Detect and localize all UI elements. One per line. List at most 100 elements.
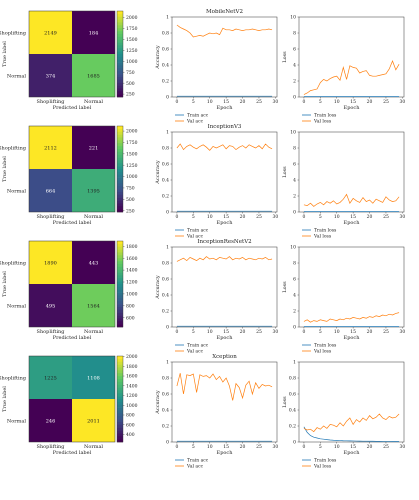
- legend-label: Val acc: [186, 119, 204, 125]
- colorbar-segment: [117, 45, 123, 49]
- legend-label: Train acc: [187, 343, 209, 349]
- colorbar-tick-label: 1200: [126, 280, 138, 286]
- colorbar-segment: [117, 76, 123, 81]
- colorbar-segment: [117, 82, 123, 86]
- colorbar-segment: [117, 88, 123, 92]
- colorbar-segment: [117, 140, 123, 144]
- cm-cell: [29, 11, 72, 54]
- confusion-matrix: 2149 184 374 1685 Shoplifting Shoplifting Norm…: [0, 10, 138, 111]
- ytick-label: 0.8: [162, 376, 169, 382]
- colorbar-segment: [117, 376, 123, 380]
- ytick-label: 0: [293, 440, 296, 446]
- cm-cell: [29, 399, 72, 442]
- cm-frame: [28, 355, 116, 443]
- ytick-label: 0: [293, 210, 296, 216]
- xtick-label: 5: [319, 444, 322, 450]
- colorbar-segment: [117, 36, 123, 40]
- cm-cell: [72, 169, 115, 212]
- cm-xtick-label: Shoplifting: [37, 444, 66, 450]
- xtick-label: 25: [256, 99, 262, 105]
- xtick-label: 10: [334, 329, 340, 335]
- colorbar-segment: [117, 166, 123, 170]
- ylabel: Loss: [282, 396, 288, 408]
- cm-ytick-label: Normal: [7, 74, 26, 80]
- cm-cell-value: 221: [89, 146, 99, 152]
- colorbar-segment: [117, 427, 123, 431]
- cm-cell-value: 184: [89, 31, 99, 37]
- colorbar-frame: [116, 355, 124, 443]
- legend-label: Val acc: [186, 234, 204, 240]
- colorbar-segment: [117, 25, 123, 29]
- colorbar-segment: [117, 137, 123, 141]
- xlabel: Epoch: [217, 105, 234, 111]
- colorbar-segment: [117, 200, 123, 204]
- colorbar-segment: [117, 13, 123, 18]
- colorbar-segment: [117, 269, 123, 273]
- colorbar-segment: [117, 258, 123, 262]
- xtick-label: 30: [272, 214, 278, 220]
- colorbar-segment: [117, 146, 123, 150]
- series-line-val-loss: [303, 60, 400, 95]
- colorbar-segment: [117, 157, 123, 161]
- cm-cell: [29, 241, 72, 284]
- colorbar-frame: [116, 125, 124, 213]
- colorbar: 2000 1800 1600 1400 1200 1000 800 600 400: [116, 354, 138, 443]
- colorbar-segment: [117, 301, 123, 305]
- ytick-label: 8: [293, 261, 296, 267]
- colorbar-tick-label: 500: [126, 197, 135, 203]
- colorbar-segment: [117, 174, 123, 178]
- colorbar-segment: [117, 56, 123, 61]
- colorbar-segment: [117, 390, 123, 394]
- loss-plot: 00.20.40.60.810 5 10 15 20 25 30EpochLossTrain…: [282, 360, 405, 470]
- cm-xtick-label: Normal: [84, 99, 103, 105]
- colorbar-frame: [116, 10, 124, 98]
- colorbar-segment: [117, 284, 123, 288]
- colorbar-segment: [117, 249, 123, 253]
- ytick-label: 0.6: [162, 392, 169, 398]
- colorbar-segment: [117, 413, 123, 417]
- xtick-label: 20: [240, 214, 246, 220]
- colorbar-tick-label: 1000: [126, 174, 138, 180]
- xtick-label: 15: [223, 329, 229, 335]
- xlabel: Epoch: [217, 450, 234, 456]
- colorbar-tick-label: 1200: [126, 393, 138, 399]
- colorbar-segment: [117, 255, 123, 259]
- ytick-label: 0.4: [162, 178, 169, 184]
- cm-xlabel: Predicted label: [53, 220, 92, 226]
- ylabel: Accuracy: [155, 390, 161, 415]
- colorbar-tick-label: 400: [126, 432, 135, 438]
- colorbar-segment: [117, 131, 123, 135]
- ytick-label: 0.2: [289, 424, 296, 430]
- colorbar-tick-label: 800: [126, 413, 135, 419]
- legend-label: Train loss: [314, 228, 337, 234]
- ytick-label: 1: [293, 360, 296, 366]
- cm-cell: [72, 284, 115, 327]
- xtick-label: 20: [367, 99, 373, 105]
- ytick-label: 10: [290, 245, 296, 251]
- cm-ytick-label: Normal: [7, 189, 26, 195]
- cm-cell-value: 1890: [44, 261, 57, 267]
- xtick-label: 25: [383, 329, 389, 335]
- colorbar-segment: [117, 65, 123, 69]
- cm-ylabel: True label: [2, 156, 8, 182]
- colorbar-segment: [117, 358, 123, 363]
- colorbar-tick-label: 1400: [126, 383, 138, 389]
- cm-ytick-label: Shoplifting: [0, 261, 27, 267]
- colorbar-segment: [117, 243, 123, 248]
- colorbar-segment: [117, 183, 123, 187]
- plot-title: InceptionV3: [208, 124, 242, 130]
- ytick-label: 6: [293, 162, 296, 168]
- colorbar-segment: [117, 68, 123, 72]
- ytick-label: 0: [166, 440, 169, 446]
- colorbar-tick-label: 1500: [126, 37, 138, 43]
- colorbar-segment: [117, 367, 123, 371]
- cm-xtick-label: Shoplifting: [37, 99, 66, 105]
- colorbar-segment: [117, 289, 123, 293]
- colorbar-segment: [117, 54, 123, 58]
